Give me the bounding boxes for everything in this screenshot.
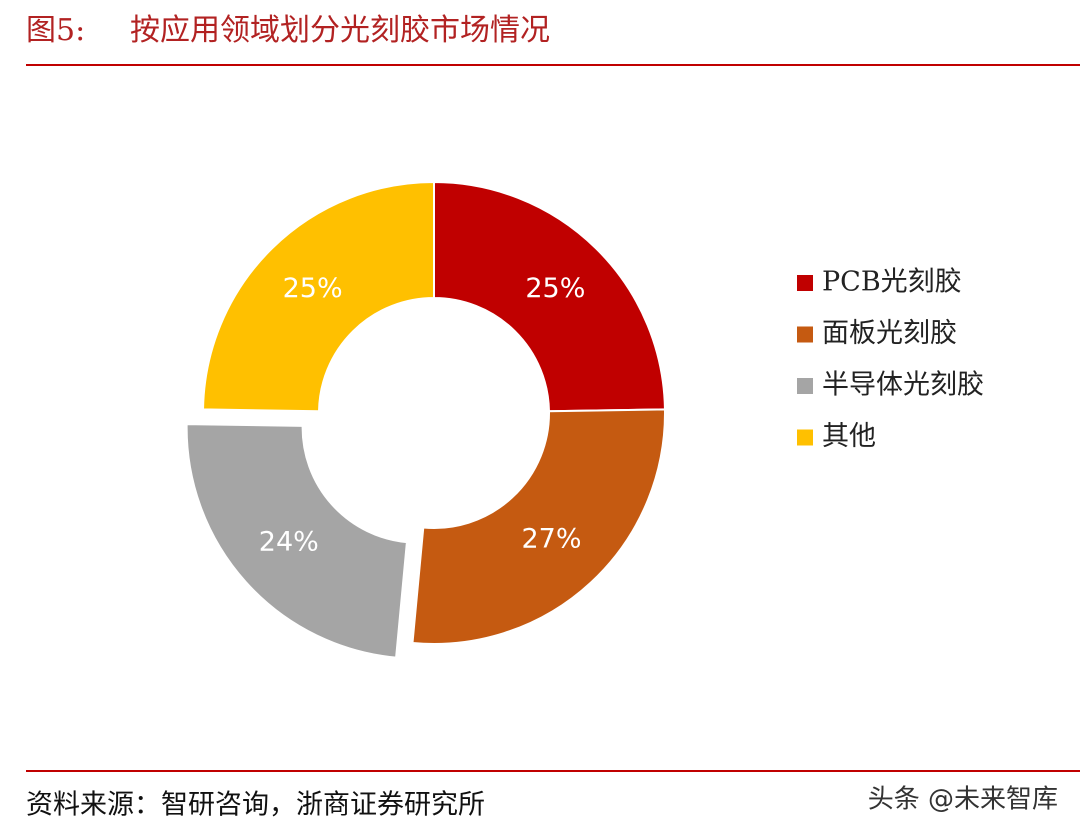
data-label: 24% (259, 527, 319, 558)
legend-swatch (797, 378, 813, 394)
donut-slice (202, 180, 435, 413)
data-label: 25% (525, 273, 585, 304)
legend-swatch (797, 326, 813, 343)
donut-slice (433, 180, 666, 413)
legend-label: PCB光刻胶 (822, 267, 962, 298)
legend-swatch (797, 275, 813, 291)
legend-label: 其他 (822, 421, 876, 452)
figure-label: 图5: (26, 13, 85, 48)
data-label: 27% (521, 523, 581, 554)
legend-label: 半导体光刻胶 (822, 370, 984, 401)
donut-slice (411, 408, 666, 645)
watermark: 头条 @未来智库 (868, 785, 1058, 815)
data-label: 25% (283, 273, 343, 304)
legend-swatch (797, 429, 813, 446)
legend-label: 面板光刻胶 (822, 318, 957, 349)
source-note: 资料来源：智研咨询，浙商证券研究所 (26, 790, 485, 821)
donut-slice (185, 423, 408, 659)
chart-title: 按应用领域划分光刻胶市场情况 (130, 13, 550, 48)
